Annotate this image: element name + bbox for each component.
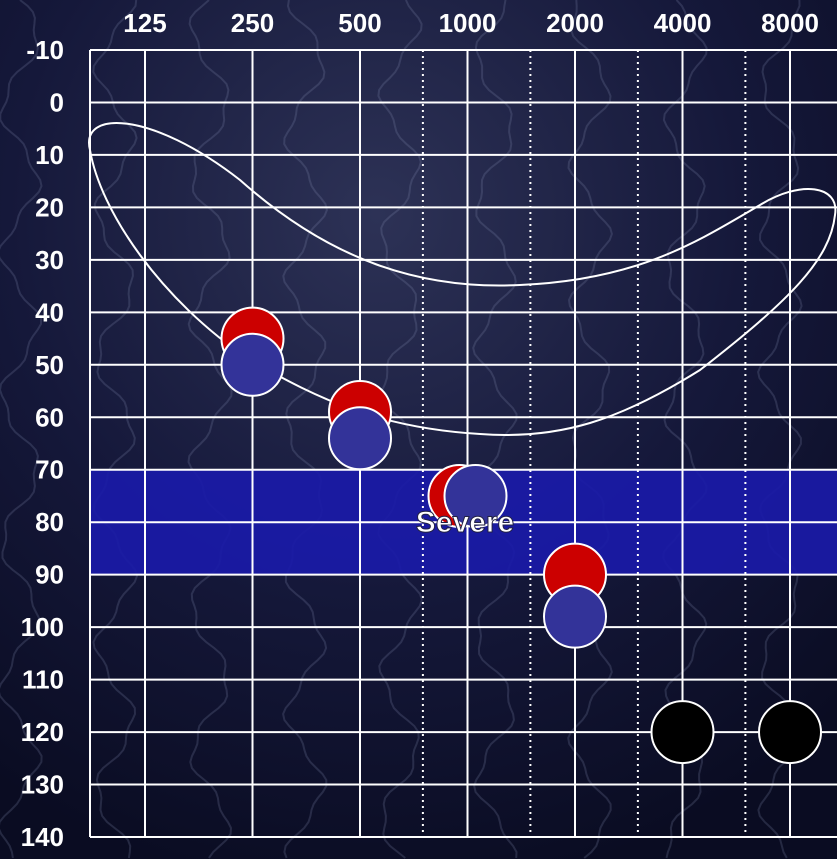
y-tick-label: 120 <box>21 717 64 747</box>
y-tick-label: -10 <box>26 35 64 65</box>
data-point-series-3 <box>650 700 715 765</box>
y-tick-label: 80 <box>35 507 64 537</box>
data-point-series-2 <box>220 332 285 397</box>
y-tick-label: 60 <box>35 402 64 432</box>
y-tick-label: 90 <box>35 560 64 590</box>
x-tick-label: 500 <box>338 8 381 38</box>
y-tick-label: 30 <box>35 245 64 275</box>
data-point-series-2 <box>443 463 508 528</box>
x-tick-label: 2000 <box>546 8 604 38</box>
severe-band-label: Severe <box>416 506 514 539</box>
background-waveform <box>0 0 803 859</box>
y-tick-label: 0 <box>50 87 64 117</box>
y-tick-label: 50 <box>35 350 64 380</box>
data-point-series-2 <box>543 584 607 649</box>
speech-banana-outline <box>88 121 837 437</box>
y-tick-label: 140 <box>21 822 64 852</box>
y-tick-label: 10 <box>35 140 64 170</box>
x-tick-label: 125 <box>123 8 166 38</box>
y-tick-label: 110 <box>22 665 64 695</box>
y-tick-label: 130 <box>21 770 64 800</box>
x-tick-label: 250 <box>231 8 274 38</box>
x-tick-label: 4000 <box>654 8 712 38</box>
x-tick-label: 8000 <box>761 8 819 38</box>
y-tick-label: 100 <box>21 612 64 642</box>
y-tick-label: 40 <box>35 297 64 327</box>
data-point-series-3 <box>758 700 822 765</box>
data-point-series-2 <box>328 406 392 471</box>
y-tick-label: 20 <box>35 192 64 222</box>
y-tick-label: 70 <box>35 455 64 485</box>
x-tick-label: 1000 <box>439 8 497 38</box>
